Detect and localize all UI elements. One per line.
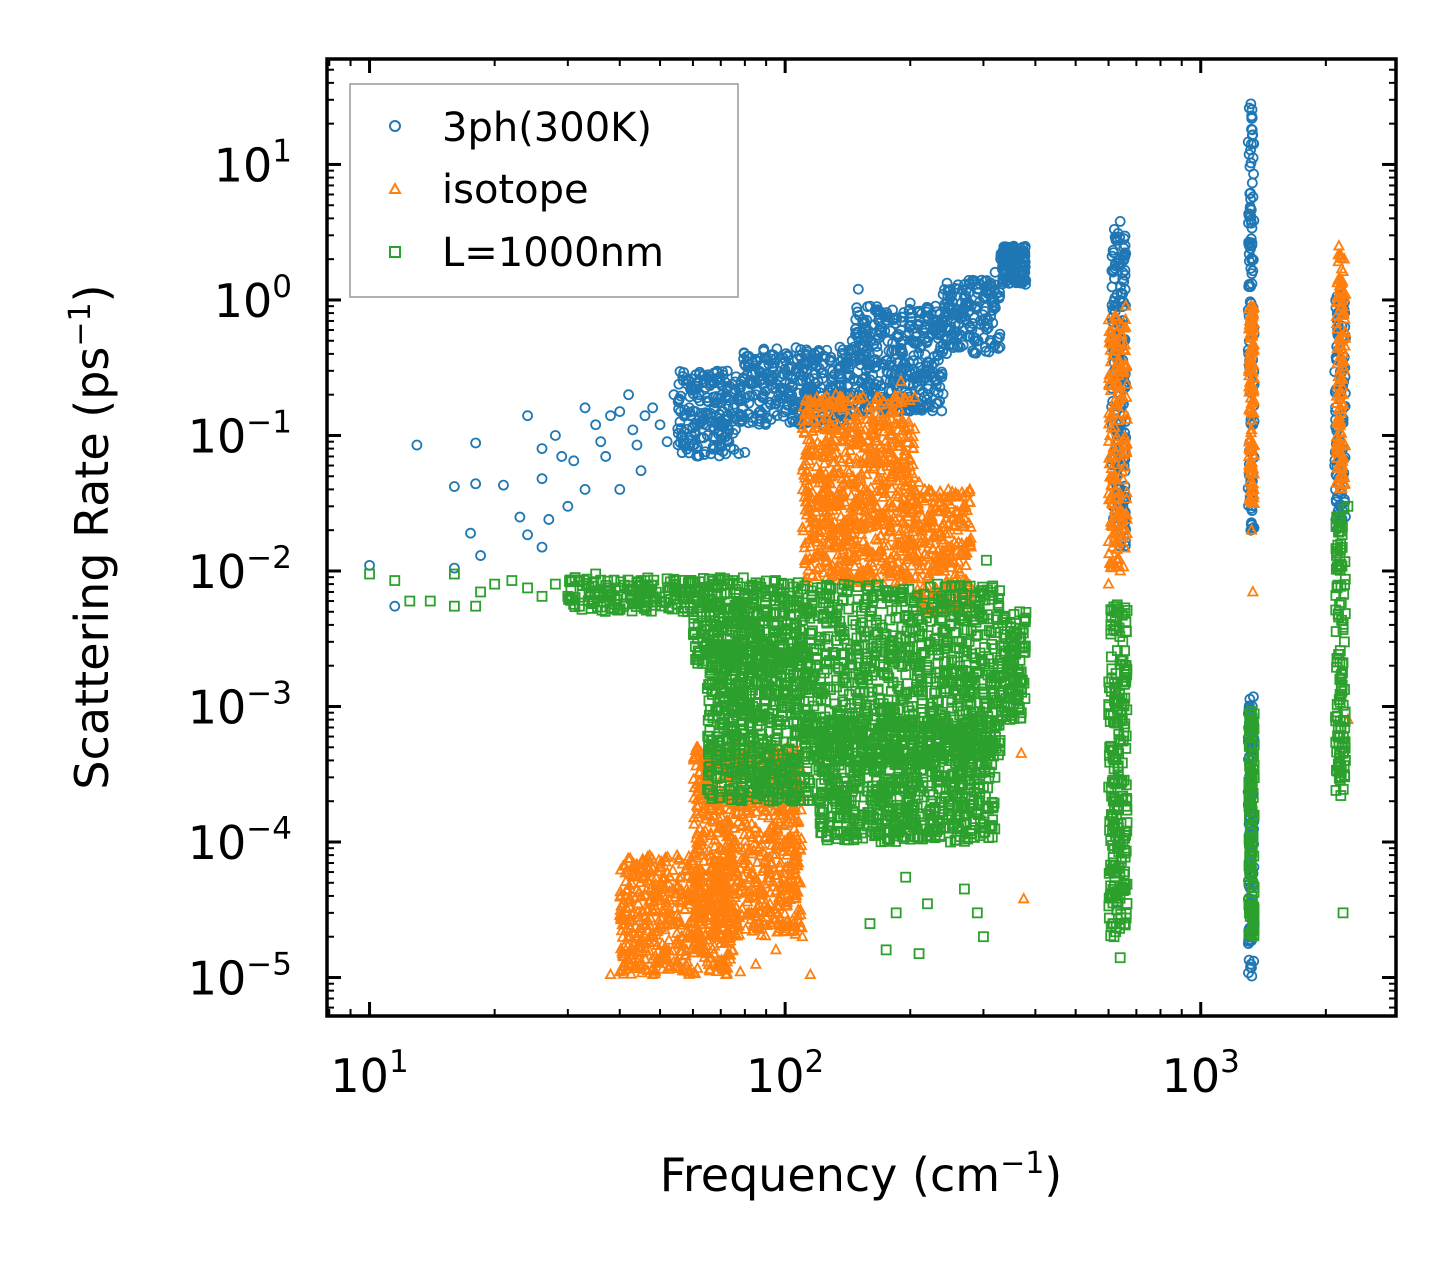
scattering-rate-chart: 101 102 10310110010−110−210−310−410−5 Freq… (0, 0, 1455, 1265)
